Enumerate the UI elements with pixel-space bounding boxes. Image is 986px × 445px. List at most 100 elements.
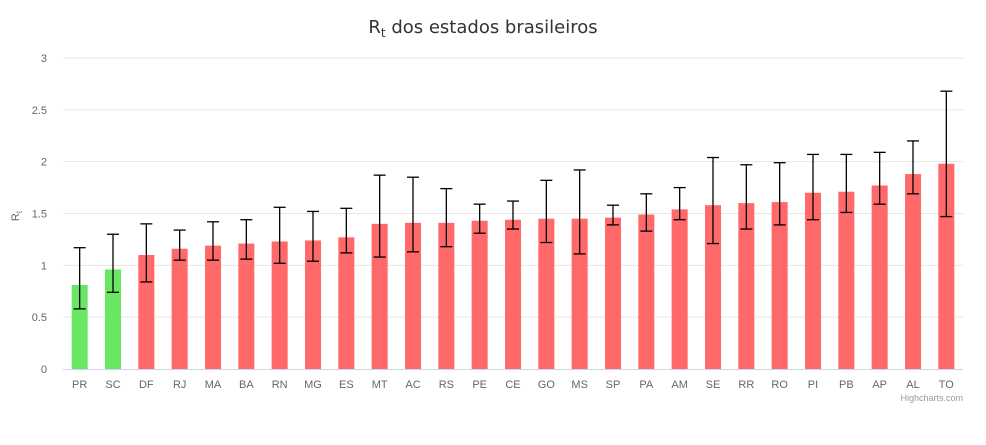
y-axis-ticks: 0 0.5 1 1.5 2 2.5 3 — [32, 53, 47, 376]
error-bar — [407, 176, 419, 253]
x-tick-label: SP — [606, 379, 621, 391]
error-bar — [173, 229, 186, 261]
error-bar — [340, 207, 353, 254]
x-tick-label: MS — [571, 379, 588, 391]
y-tick-label: 3 — [41, 53, 47, 65]
x-tick-label: AM — [671, 379, 688, 391]
y-tick-label: 0 — [41, 364, 47, 376]
error-bar — [807, 153, 819, 221]
x-tick-label: TO — [939, 379, 955, 391]
error-bar — [240, 219, 253, 260]
error-bar — [640, 193, 653, 232]
y-axis-title-main: R — [10, 213, 22, 221]
credits-link[interactable]: Highcharts.com — [900, 393, 963, 403]
error-bar — [307, 210, 319, 262]
error-bars — [73, 90, 953, 310]
error-bar — [607, 204, 619, 226]
chart-title: Rt dos estados brasileiros — [368, 17, 597, 40]
x-tick-label: PI — [808, 379, 818, 391]
chart-title-subscript: t — [381, 26, 386, 40]
bar — [571, 218, 588, 369]
y-tick-label: 1 — [41, 260, 47, 272]
x-tick-label: BA — [239, 379, 254, 391]
bar — [338, 237, 355, 369]
x-tick-label: PE — [472, 379, 487, 391]
bar — [705, 205, 721, 369]
bar — [738, 203, 755, 369]
error-bar — [840, 153, 853, 214]
x-tick-label: MT — [372, 379, 388, 391]
x-tick-label: AC — [405, 379, 420, 391]
bar — [638, 214, 655, 369]
x-tick-label: PA — [639, 379, 654, 391]
bar — [405, 222, 421, 369]
error-bar — [107, 233, 119, 293]
bar — [938, 163, 955, 369]
bar — [505, 219, 521, 369]
bar — [171, 248, 188, 369]
bar — [805, 192, 821, 369]
error-bar — [273, 206, 286, 264]
bar — [438, 222, 455, 369]
x-tick-label: AP — [872, 379, 887, 391]
bar — [271, 241, 288, 369]
x-tick-label: RN — [272, 379, 288, 391]
y-tick-label: 0.5 — [32, 312, 47, 324]
error-bar — [573, 169, 586, 255]
x-tick-label: SC — [105, 379, 120, 391]
bars — [71, 163, 955, 369]
bar — [305, 240, 321, 369]
y-axis-title-subscript: t — [15, 210, 24, 213]
error-bar — [740, 164, 753, 230]
error-bar — [773, 162, 786, 226]
bar — [771, 202, 788, 369]
error-bar — [440, 187, 453, 248]
bar — [671, 209, 688, 369]
x-tick-label: GO — [538, 379, 556, 391]
chart-title-main: R — [368, 17, 381, 38]
y-axis-title: Rt — [10, 210, 24, 221]
x-tick-label: DF — [139, 379, 154, 391]
error-bar — [873, 151, 886, 205]
x-tick-label: PR — [72, 379, 87, 391]
error-bar — [207, 221, 219, 261]
error-bar — [507, 200, 519, 230]
bar — [238, 243, 255, 369]
x-tick-label: ES — [339, 379, 354, 391]
x-axis-ticks: PR SC DF RJ MA BA RN MG ES MT AC RS PE CE GO MS SP PA AM SE… — [72, 379, 954, 391]
error-bar — [373, 174, 386, 258]
x-tick-label: RS — [439, 379, 454, 391]
error-bar — [907, 140, 919, 195]
bar — [871, 185, 888, 369]
error-bar — [540, 179, 553, 244]
y-tick-label: 1.5 — [32, 209, 47, 221]
bar — [538, 218, 555, 369]
x-tick-label: PB — [839, 379, 854, 391]
bar — [205, 245, 221, 369]
error-bar — [940, 90, 953, 218]
error-bar — [73, 247, 86, 310]
x-tick-label: SE — [706, 379, 721, 391]
bar — [838, 191, 855, 369]
x-tick-label: CE — [505, 379, 520, 391]
x-tick-label: MG — [304, 379, 322, 391]
y-tick-label: 2.5 — [32, 105, 47, 117]
error-bar — [707, 156, 719, 245]
bar — [605, 217, 621, 369]
chart-title-rest: dos estados brasileiros — [386, 17, 598, 38]
y-tick-label: 2 — [41, 157, 47, 169]
bar — [371, 223, 388, 369]
bar — [105, 269, 121, 369]
bar — [138, 254, 155, 369]
x-tick-label: RJ — [173, 379, 186, 391]
bar — [905, 174, 921, 369]
bar — [71, 285, 88, 369]
error-bar — [140, 223, 153, 283]
error-bar — [473, 203, 486, 234]
x-tick-label: RR — [738, 379, 754, 391]
error-bar — [673, 186, 686, 221]
x-tick-label: RO — [771, 379, 788, 391]
bar — [471, 220, 488, 369]
x-tick-label: AL — [906, 379, 919, 391]
